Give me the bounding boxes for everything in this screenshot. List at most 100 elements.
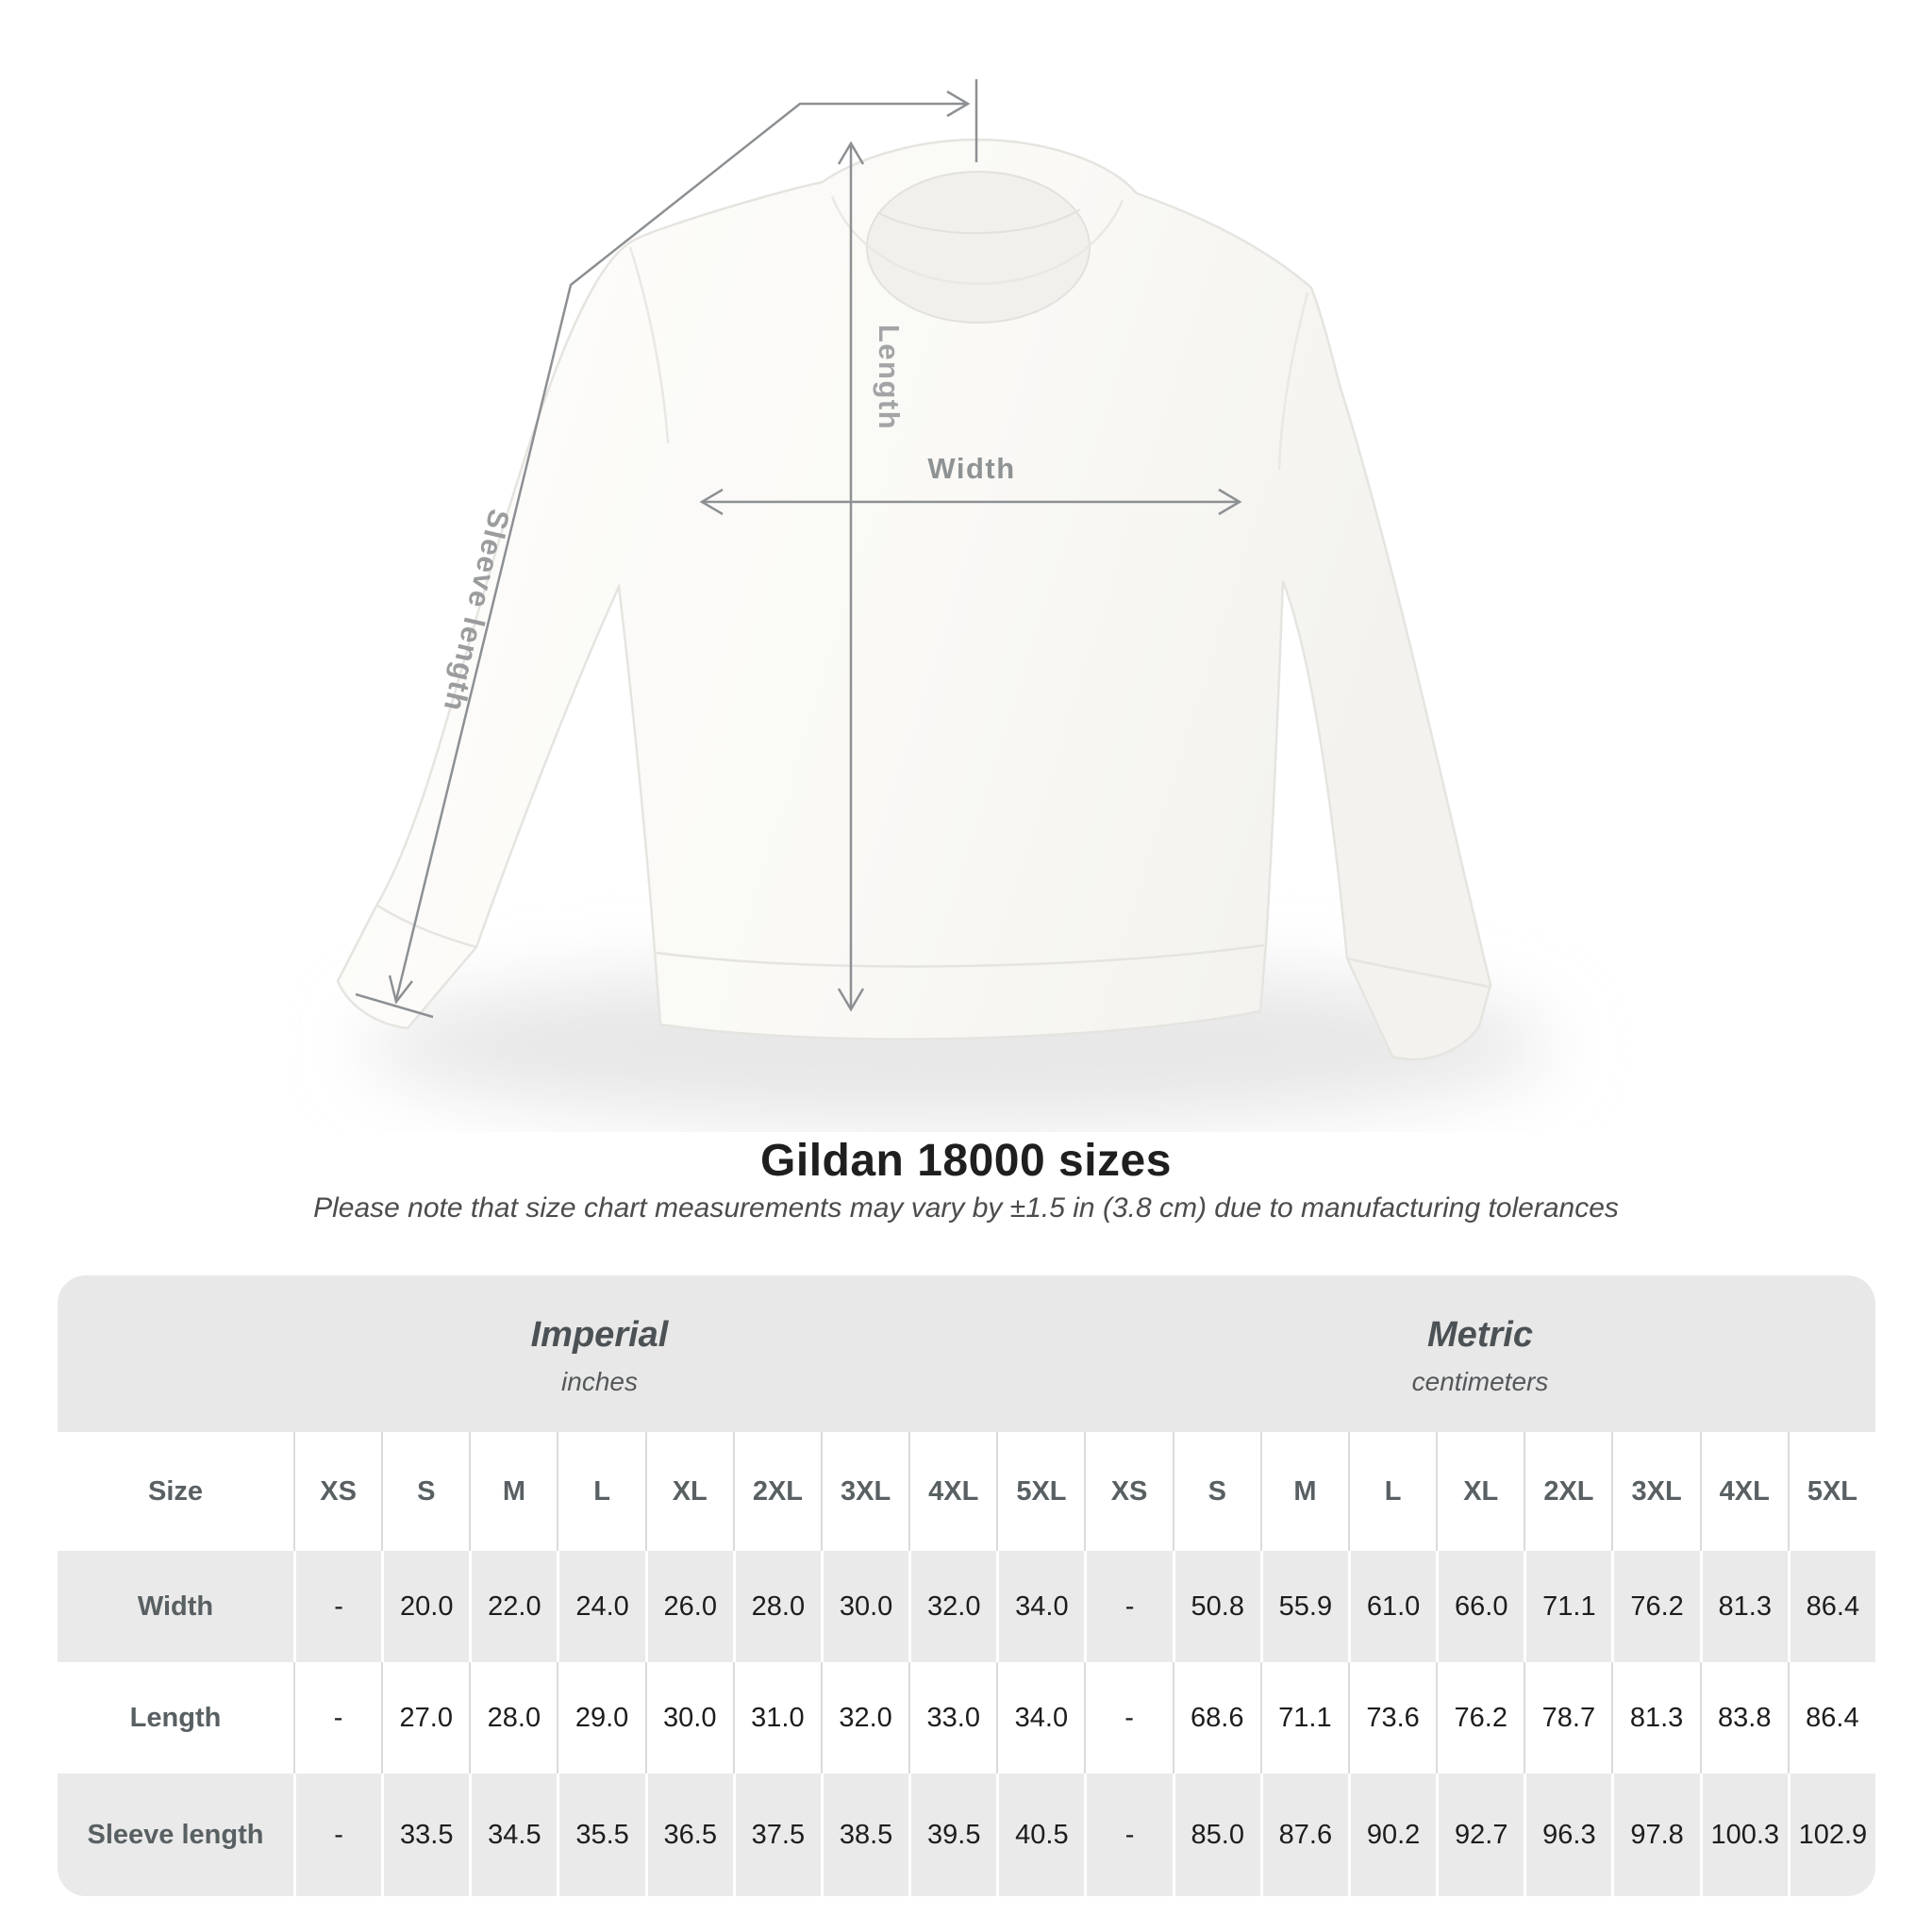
col-header-in-3xl: 3XL [820,1432,908,1551]
value-cell: 28.0 [732,1551,821,1662]
value-cell: 33.0 [908,1662,997,1774]
value-cell: - [293,1662,382,1774]
collar-band-seam [830,195,1124,285]
row-label-sleeve-length: Sleeve length [58,1774,293,1896]
col-header-cm-m: M [1259,1432,1348,1551]
hem-band-seam [656,943,1265,968]
col-header-in-s: S [381,1432,469,1551]
value-cell: 50.8 [1172,1551,1260,1662]
col-header-in-xl: XL [644,1432,733,1551]
value-cell: 33.5 [381,1774,470,1896]
value-cell: 97.8 [1611,1774,1700,1896]
value-cell: 34.5 [469,1774,558,1896]
right-cuff-seam [1346,957,1490,989]
value-cell: 36.5 [644,1774,733,1896]
value-cell: 66.0 [1436,1551,1524,1662]
group-imperial: Imperial inches [58,1275,1085,1432]
value-cell: 30.0 [644,1662,733,1774]
value-cell: 32.0 [820,1662,909,1774]
value-cell: 100.3 [1699,1774,1788,1896]
col-header-in-xs: XS [293,1432,381,1551]
collar-opening [866,171,1091,324]
value-cell: 92.7 [1436,1774,1524,1896]
sleeve-arrow-line [394,102,968,1001]
value-cell: 71.1 [1259,1662,1348,1774]
table-row-sleeve-length: Sleeve length -33.5 34.5 35.5 36.5 37.5 38.5 3… [58,1774,1875,1896]
row-label-length: Length [58,1662,293,1774]
width-label: Width [927,452,1015,485]
value-cell: 85.0 [1172,1774,1260,1896]
value-cell: 76.2 [1436,1662,1524,1774]
col-header-in-2xl: 2XL [732,1432,821,1551]
length-label: Length [873,325,906,430]
value-cell: 26.0 [644,1551,733,1662]
value-cell: 30.0 [820,1551,909,1662]
value-cell: 24.0 [557,1551,645,1662]
size-table: Imperial inches Metric centimeters Size … [58,1275,1875,1896]
value-cell: 37.5 [732,1774,821,1896]
sweatshirt-measurement-diagram: Length Width Sleeve length [336,79,1552,1125]
sweatshirt-silhouette [336,138,1492,1061]
value-cell: 81.3 [1699,1551,1788,1662]
col-header-cm-xl: XL [1436,1432,1524,1551]
value-cell: 86.4 [1787,1551,1875,1662]
value-cell: 34.0 [996,1551,1085,1662]
corner-header-size: Size [147,1475,204,1507]
value-cell: 40.5 [996,1774,1085,1896]
value-cell: 87.6 [1259,1774,1348,1896]
width-arrowhead-right [1218,488,1242,516]
col-header-in-m: M [469,1432,557,1551]
value-cell: 38.5 [820,1774,909,1896]
col-header-cm-xs: XS [1084,1432,1172,1551]
value-cell: 71.1 [1524,1551,1612,1662]
value-cell: 28.0 [469,1662,558,1774]
value-cell: 61.0 [1347,1551,1437,1662]
col-header-cm-3xl: 3XL [1611,1432,1699,1551]
table-row-length: Length -27.0 28.0 29.0 30.0 31.0 32.0 33.0 34.0… [58,1662,1875,1774]
value-cell: 20.0 [381,1551,470,1662]
value-cell: 83.8 [1699,1662,1788,1774]
value-cell: 90.2 [1347,1774,1437,1896]
metric-label: Metric [1427,1314,1533,1355]
value-cell: 27.0 [381,1662,470,1774]
value-cell: 55.9 [1259,1551,1348,1662]
col-header-in-l: L [557,1432,644,1551]
imperial-label: Imperial [530,1314,669,1355]
value-cell: 73.6 [1347,1662,1437,1774]
table-row-width: Width -20.0 22.0 24.0 26.0 28.0 30.0 32.0 34.0-… [58,1551,1875,1662]
col-header-cm-4xl: 4XL [1699,1432,1788,1551]
value-cell: - [1084,1774,1173,1896]
value-cell: 102.9 [1787,1774,1875,1896]
value-cell: 29.0 [557,1662,645,1774]
value-cell: 39.5 [908,1774,997,1896]
table-header-row: Size XS S M L XL 2XL 3XL 4XL 5XL XS S M L XL 2XL 3XL 4XL… [58,1432,1875,1551]
value-cell: - [293,1774,382,1896]
right-shoulder-seam [1277,291,1309,471]
sleeve-arrowhead-bottom [388,974,413,1005]
sleeve-arrowhead-top [946,90,971,118]
col-header-cm-5xl: 5XL [1787,1432,1875,1551]
length-arrowhead-top [837,141,865,165]
value-cell: 32.0 [908,1551,997,1662]
value-cell: - [1084,1551,1173,1662]
col-header-cm-l: L [1347,1432,1436,1551]
value-cell: - [293,1551,382,1662]
group-metric: Metric centimeters [1085,1275,1875,1432]
value-cell: 96.3 [1524,1774,1612,1896]
value-cell: 35.5 [557,1774,645,1896]
value-cell: 81.3 [1611,1662,1700,1774]
length-arrowhead-bottom [837,988,865,1012]
collar-back-seam [876,208,1081,235]
metric-unit: centimeters [1411,1366,1549,1396]
col-header-in-4xl: 4XL [908,1432,996,1551]
value-cell: 76.2 [1611,1551,1700,1662]
value-cell: - [1084,1662,1173,1774]
value-cell: 31.0 [732,1662,821,1774]
unit-group-band: Imperial inches Metric centimeters [58,1275,1875,1432]
row-label-width: Width [58,1551,293,1662]
cuff-end-tick [355,992,434,1019]
width-arrowhead-left [699,488,724,516]
col-header-cm-2xl: 2XL [1524,1432,1611,1551]
measurement-lines [355,79,1242,1019]
